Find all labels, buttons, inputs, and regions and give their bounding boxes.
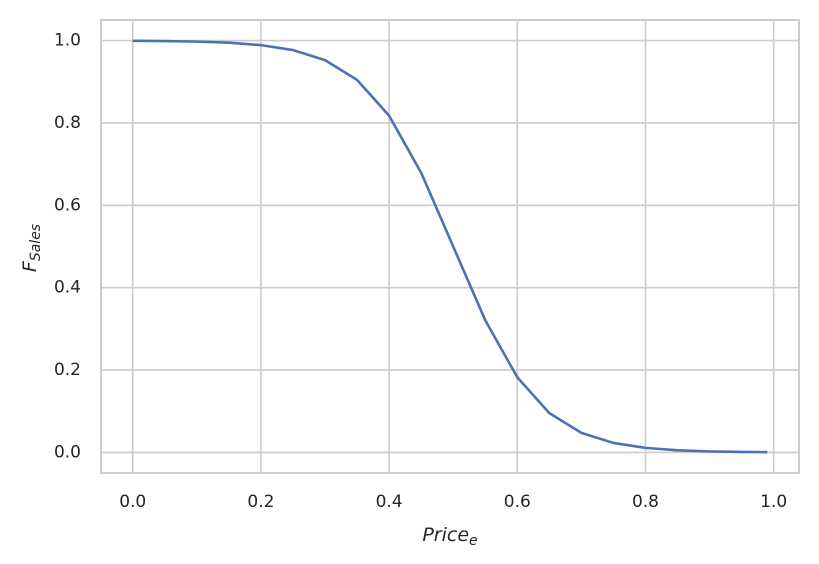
x-tick-label: 0.4 <box>376 492 403 512</box>
y-label-subscript: Sales <box>28 224 44 261</box>
x-tick-label: 0.2 <box>247 492 274 512</box>
x-axis-label: Pricee <box>422 524 477 550</box>
x-label-subscript: e <box>469 533 478 549</box>
x-tick-label: 0.0 <box>119 492 146 512</box>
x-tick-label: 0.6 <box>504 492 531 512</box>
y-tick-label: 0.0 <box>54 442 81 462</box>
line-series <box>132 39 768 454</box>
x-tick-label: 0.8 <box>632 492 659 512</box>
y-label-main: F <box>19 260 41 272</box>
y-tick-label: 1.0 <box>54 31 81 51</box>
plot-frame <box>100 19 800 474</box>
y-axis-label: FSales <box>19 224 45 272</box>
x-label-main: Price <box>422 524 469 546</box>
y-tick-label: 0.8 <box>54 113 81 133</box>
y-tick-label: 0.2 <box>54 360 81 380</box>
y-tick-label: 0.6 <box>54 195 81 215</box>
y-tick-label: 0.4 <box>54 278 81 298</box>
x-tick-label: 1.0 <box>760 492 787 512</box>
